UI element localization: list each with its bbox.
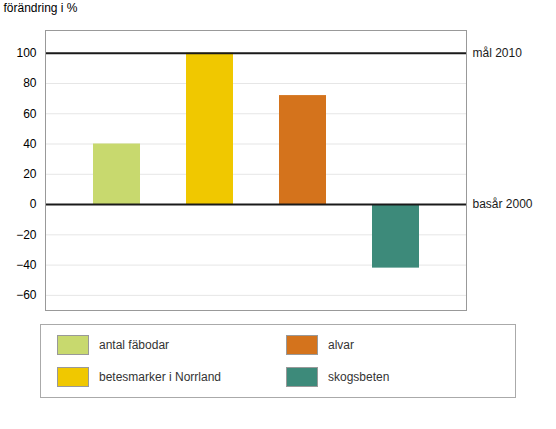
svg-text:−60: −60 bbox=[16, 288, 37, 302]
svg-text:−20: −20 bbox=[16, 228, 37, 242]
svg-text:−40: −40 bbox=[16, 258, 37, 272]
html-text:betesmarker i Norrland: betesmarker i Norrland bbox=[99, 370, 221, 384]
svg-text:basår 2000: basår 2000 bbox=[473, 197, 533, 211]
svg-text:100: 100 bbox=[16, 46, 36, 60]
svg-text:60: 60 bbox=[23, 107, 37, 121]
svg-text:0: 0 bbox=[30, 197, 37, 211]
html-text:antal fäbodar: antal fäbodar bbox=[99, 338, 170, 352]
svg-text:20: 20 bbox=[23, 167, 37, 181]
svg-text:mål 2010: mål 2010 bbox=[473, 46, 523, 60]
svg-text:förändring i %: förändring i % bbox=[4, 1, 78, 15]
html-text:alvar: alvar bbox=[328, 338, 354, 352]
html-text:skogsbeten: skogsbeten bbox=[328, 370, 390, 384]
svg-text:40: 40 bbox=[23, 137, 37, 151]
svg-text:80: 80 bbox=[23, 76, 37, 90]
